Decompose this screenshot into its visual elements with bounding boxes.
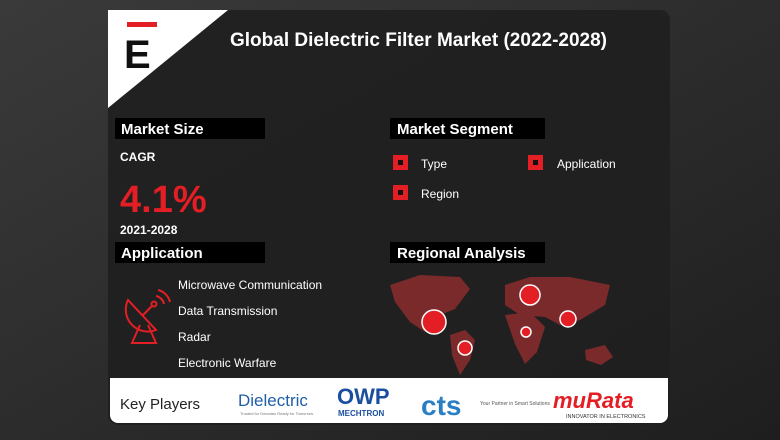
bullet [393, 155, 408, 170]
company-logo: OWP [337, 384, 390, 409]
application-item: Data Transmission [178, 304, 277, 318]
company-logo: Dielectric [238, 391, 308, 410]
company-logo: cts [421, 390, 461, 421]
title: Global Dielectric Filter Market (2022-20… [230, 30, 607, 51]
company-logo: muRata [553, 388, 634, 413]
heading: Regional Analysis [397, 245, 526, 262]
heading-box [115, 118, 265, 139]
logo-triangle [108, 10, 228, 108]
heading: Market Size [121, 121, 204, 138]
heading-box [390, 242, 545, 263]
bullet [528, 155, 543, 170]
metric-value: 4.1% [120, 179, 207, 221]
company-tagline: INNOVATOR IN ELECTRONICS [566, 414, 646, 420]
bullet [393, 185, 408, 200]
region-marker [421, 284, 577, 356]
heading-box [390, 118, 545, 139]
segment-item: Type [421, 157, 447, 171]
heading: Market Segment [397, 121, 513, 138]
heading: Key Players [120, 396, 200, 413]
application-item: Microwave Communication [178, 278, 322, 292]
heading: Application [121, 245, 203, 262]
logo: E [124, 33, 151, 77]
segment-item: Application [557, 157, 616, 171]
segment-item: Region [421, 187, 459, 201]
application-item: Electronic Warfare [178, 356, 277, 370]
application-item: Radar [178, 330, 211, 344]
company-tagline: Trusted for Decades Ready for Tomorrow [240, 411, 313, 416]
logo-bar [127, 22, 157, 27]
satellite-icon [124, 289, 171, 344]
company-tagline: Your Partner in Smart Solutions [480, 401, 550, 407]
period: 2021-2028 [120, 223, 178, 237]
metric: CAGR [120, 150, 156, 164]
company-tagline: MECHTRON [338, 409, 384, 418]
key-players-bar [110, 378, 668, 423]
heading-box [115, 242, 265, 263]
